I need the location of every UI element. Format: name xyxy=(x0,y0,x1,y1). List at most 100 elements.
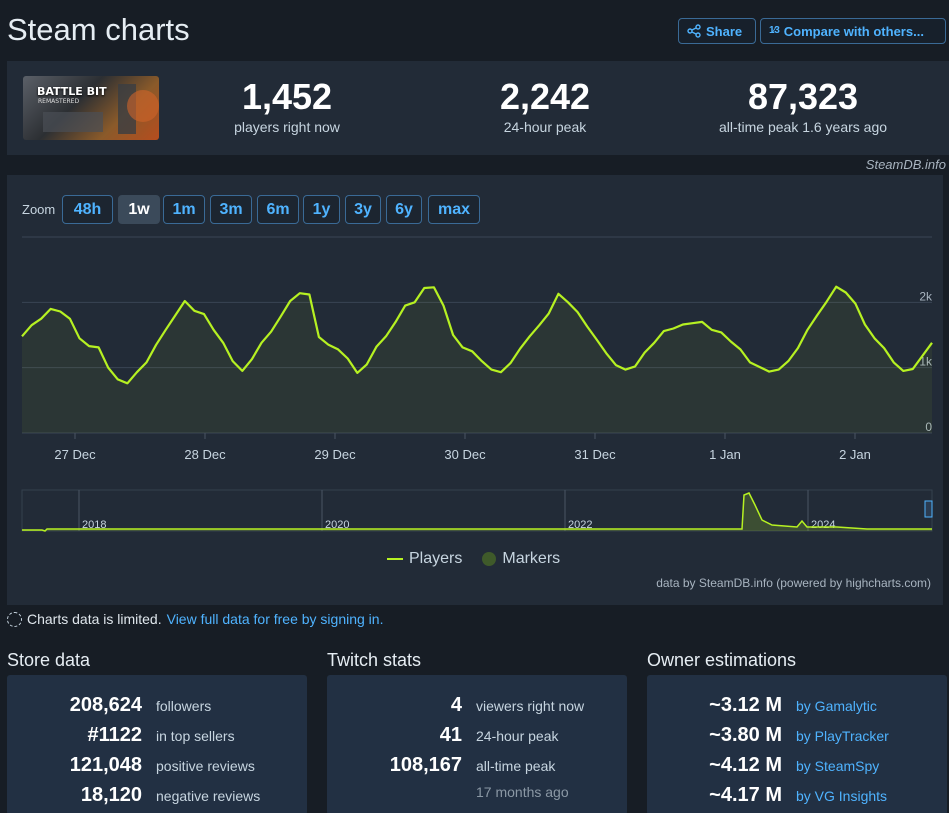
owner-source-link[interactable]: by VG Insights xyxy=(796,788,888,804)
navigator-frame xyxy=(21,489,933,532)
zoom-6m-button[interactable]: 6m xyxy=(257,195,299,224)
navigator-series-line xyxy=(22,492,932,532)
store-label: in top sellers xyxy=(156,728,235,744)
store-value: 208,624 xyxy=(69,694,142,716)
legend-players-label: Players xyxy=(409,550,463,567)
chart-legend: Players Markers xyxy=(387,550,560,568)
stat-label: 24-hour peak xyxy=(503,119,587,135)
owner-row: ~4.12 M by SteamSpy xyxy=(647,754,947,784)
owner-estimations-card: ~3.12 M by Gamalytic ~3.80 M by PlayTrac… xyxy=(647,675,947,813)
stat-value: 87,323 xyxy=(747,76,859,117)
share-button[interactable]: Share xyxy=(678,18,756,44)
y-tick-label: 2k xyxy=(919,289,933,303)
owner-value: ~4.17 M xyxy=(709,784,782,806)
player-stats-panel: BATTLE BIT REMASTERED 1,452 players righ… xyxy=(7,61,949,155)
owner-value: ~4.12 M xyxy=(709,754,782,776)
stat-all-time-peak: 87,323 all-time peak 1.6 years ago xyxy=(693,76,913,136)
stat-value: 1,452 xyxy=(241,76,333,117)
zoom-3m-button[interactable]: 3m xyxy=(210,195,252,224)
navigator-area xyxy=(22,493,932,531)
owner-source-link[interactable]: by PlayTracker xyxy=(796,728,889,744)
twitch-label: 24-hour peak xyxy=(476,728,559,744)
highcharts-credit[interactable]: data by SteamDB.info (powered by highcha… xyxy=(656,576,931,590)
twitch-row: 41 24-hour peak xyxy=(327,724,627,754)
compare-button[interactable]: 1⁄3 Compare with others... xyxy=(760,18,946,44)
zoom-1y-button[interactable]: 1y xyxy=(303,195,340,224)
steamdb-credit[interactable]: SteamDB.info xyxy=(865,157,946,172)
limited-text: Charts data is limited. xyxy=(27,611,162,627)
game-art-icon xyxy=(43,84,159,134)
stat-24h-peak: 2,242 24-hour peak xyxy=(435,76,655,136)
zoom-max-button[interactable]: max xyxy=(428,195,480,224)
twitch-stats-title: Twitch stats xyxy=(327,650,422,670)
twitch-value: 4 xyxy=(450,694,462,716)
owner-value: ~3.12 M xyxy=(709,694,782,716)
owner-source-link[interactable]: by Gamalytic xyxy=(796,698,877,714)
zoom-48h-button[interactable]: 48h xyxy=(62,195,113,224)
stat-label: all-time peak 1.6 years ago xyxy=(718,119,888,135)
twitch-peak-age: 17 months ago xyxy=(476,784,569,800)
legend-markers[interactable]: Markers xyxy=(482,550,560,568)
twitch-row: 4 viewers right now xyxy=(327,694,627,724)
x-tick-label: 29 Dec xyxy=(314,447,356,462)
zoom-1w-button[interactable]: 1w xyxy=(118,195,160,224)
twitch-value: 108,167 xyxy=(389,754,462,776)
stat-current-players: 1,452 players right now xyxy=(177,76,397,136)
store-value: 121,048 xyxy=(69,754,142,776)
twitch-row: 108,167 all-time peak xyxy=(327,754,627,784)
store-label: negative reviews xyxy=(156,788,261,804)
share-label: Share xyxy=(706,23,743,39)
share-icon xyxy=(687,24,701,38)
navigator-year-label: 2018 xyxy=(82,519,106,531)
twitch-value: 41 xyxy=(439,724,462,746)
store-label: positive reviews xyxy=(156,758,255,774)
sign-in-link[interactable]: View full data for free by signing in. xyxy=(166,611,384,627)
x-tick-label: 2 Jan xyxy=(839,447,871,462)
legend-players[interactable]: Players xyxy=(387,550,462,568)
legend-markers-dot xyxy=(482,552,497,566)
store-value: 18,120 xyxy=(80,784,142,806)
store-label: followers xyxy=(156,698,212,714)
navigator-year-label: 2020 xyxy=(325,519,349,531)
store-row: 121,048 positive reviews xyxy=(7,754,307,784)
zoom-label: Zoom xyxy=(22,202,56,217)
y-tick-label: 1k xyxy=(919,355,933,369)
stat-value: 2,242 xyxy=(499,76,591,117)
store-value: #1122 xyxy=(87,724,142,746)
owner-row: ~3.12 M by Gamalytic xyxy=(647,694,947,724)
x-tick-label: 28 Dec xyxy=(184,447,226,462)
navigator-year-label: 2024 xyxy=(811,519,835,531)
zoom-1m-button[interactable]: 1m xyxy=(163,195,205,224)
compare-label: Compare with others... xyxy=(783,23,924,39)
store-data-title: Store data xyxy=(7,650,91,670)
twitch-row: 17 months ago xyxy=(327,780,627,810)
players-series-line xyxy=(21,285,933,385)
x-tick-label: 31 Dec xyxy=(574,447,616,462)
info-circle-icon xyxy=(7,611,22,627)
players-area xyxy=(22,286,932,433)
owner-row: ~3.80 M by PlayTracker xyxy=(647,724,947,754)
fraction-icon: 1⁄3 xyxy=(769,25,780,36)
y-tick-label: 0 xyxy=(925,420,932,434)
zoom-6y-button[interactable]: 6y xyxy=(386,195,422,224)
page-header: Steam charts Share 1⁄3 Compare with othe… xyxy=(0,0,949,60)
store-row: 208,624 followers xyxy=(7,694,307,724)
x-tick-label: 1 Jan xyxy=(709,447,741,462)
store-row: #1122 in top sellers xyxy=(7,724,307,754)
twitch-label: all-time peak xyxy=(476,758,556,774)
stat-label: players right now xyxy=(234,119,340,135)
player-count-chart[interactable]: 0 1k 2k 27 Dec 28 Dec 29 Dec 30 Dec 31 Dec 1 Jan… xyxy=(7,175,943,545)
x-tick-label: 30 Dec xyxy=(444,447,486,462)
store-row: 18,120 negative reviews xyxy=(7,784,307,813)
limited-data-notice: Charts data is limited. View full data f… xyxy=(7,611,383,627)
game-logo-image[interactable]: BATTLE BIT REMASTERED xyxy=(23,76,159,140)
zoom-3y-button[interactable]: 3y xyxy=(345,195,381,224)
owner-source-link[interactable]: by SteamSpy xyxy=(796,758,880,774)
navigator-year-label: 2022 xyxy=(568,519,592,531)
owner-row: ~4.17 M by VG Insights xyxy=(647,784,947,813)
logo-subtitle: REMASTERED xyxy=(38,98,80,105)
page-title: Steam charts xyxy=(7,12,190,47)
twitch-stats-card: 4 viewers right now 41 24-hour peak 108,… xyxy=(327,675,627,813)
logo-title: BATTLE BIT xyxy=(37,85,107,98)
twitch-label: viewers right now xyxy=(476,698,585,714)
